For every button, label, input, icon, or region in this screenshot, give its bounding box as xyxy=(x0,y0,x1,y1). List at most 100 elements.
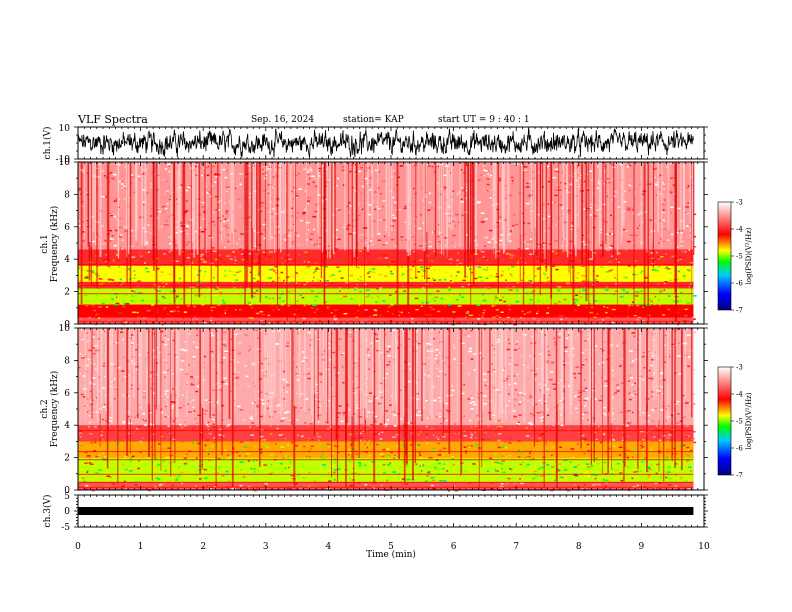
spectrogram-speckle xyxy=(603,165,607,168)
spectrogram-speckle xyxy=(457,305,462,307)
spectrogram-speckle xyxy=(516,289,519,292)
spectrogram-speckle xyxy=(253,364,255,366)
spectrogram-speckle xyxy=(307,261,310,263)
spectrogram-streak xyxy=(198,162,201,298)
spectrogram-speckle xyxy=(527,399,529,402)
spectrogram-speckle xyxy=(674,483,676,485)
spectrogram-speckle xyxy=(536,312,538,315)
spectrogram-speckle xyxy=(128,374,130,376)
spectrogram-speckle xyxy=(614,234,616,236)
spectrogram-speckle xyxy=(634,397,636,399)
spectrogram-speckle xyxy=(216,403,219,406)
spectrogram-streak xyxy=(97,162,98,287)
spectrogram-speckle xyxy=(310,290,314,292)
spectrogram-speckle xyxy=(225,169,228,171)
spectrogram-speckle xyxy=(175,286,178,289)
spectrogram-speckle xyxy=(119,300,122,302)
spectrogram-speckle xyxy=(542,217,546,220)
spectrogram-speckle xyxy=(387,455,389,458)
spectrogram-speckle xyxy=(262,403,266,405)
spectrogram-speckle xyxy=(593,317,597,320)
spectrogram-speckle xyxy=(371,285,375,288)
spectrogram-speckle xyxy=(271,268,274,271)
spectrogram-speckle xyxy=(551,259,556,262)
spectrogram-speckle xyxy=(575,467,577,470)
spectrogram-speckle xyxy=(688,285,690,288)
spectrogram-speckle xyxy=(122,281,124,284)
spectrogram-speckle xyxy=(439,228,442,230)
spectrogram-speckle xyxy=(215,372,218,374)
spectrogram-speckle xyxy=(362,185,365,188)
spectrogram-speckle xyxy=(269,419,273,421)
spectrogram-speckle xyxy=(547,279,551,282)
spectrogram-speckle xyxy=(157,300,160,303)
spectrogram-speckle xyxy=(240,233,244,235)
spectrogram-speckle xyxy=(238,342,241,345)
spectrogram-speckle xyxy=(605,311,608,314)
spectrogram-speckle xyxy=(152,332,155,335)
spectrogram-speckle xyxy=(262,173,264,175)
spectrogram-speckle xyxy=(139,179,141,181)
spectrogram-speckle xyxy=(371,296,373,299)
ch1-waveform-ticks xyxy=(74,126,708,160)
spectrogram-speckle xyxy=(146,168,150,170)
spectrogram-speckle xyxy=(401,444,405,447)
spectrogram-speckle xyxy=(358,170,362,173)
spectrogram-speckle xyxy=(666,471,671,473)
spectrogram-speckle xyxy=(639,430,644,433)
spectrogram-speckle xyxy=(465,189,468,192)
spectrogram-speckle xyxy=(555,246,558,248)
spectrogram-speckle xyxy=(497,216,502,219)
spectrogram-speckle xyxy=(334,248,339,250)
spectrogram-speckle xyxy=(143,259,147,262)
spectrogram-speckle xyxy=(422,463,425,466)
spectrogram-speckle xyxy=(204,314,207,316)
spectrogram-speckle xyxy=(383,162,387,165)
spectrogram-speckle xyxy=(175,198,178,200)
spectrogram-speckle xyxy=(588,280,593,283)
spectrogram-streak xyxy=(276,162,279,318)
spectrogram-speckle xyxy=(693,213,697,216)
spectrogram-speckle xyxy=(466,276,468,278)
spectrogram-speckle xyxy=(123,303,126,305)
spectrogram-speckle xyxy=(630,185,634,188)
spectrogram-speckle xyxy=(604,295,607,298)
spectrogram-speckle xyxy=(368,440,371,442)
spectrogram-speckle xyxy=(92,347,95,349)
spectrogram-speckle xyxy=(397,176,400,178)
spectrogram-speckle xyxy=(386,310,389,313)
spectrogram-speckle xyxy=(203,444,206,446)
spectrogram-speckle xyxy=(368,189,370,192)
spectrogram-band xyxy=(78,265,694,282)
ch1-waveform-trace xyxy=(78,127,694,158)
spectrogram-speckle xyxy=(242,183,245,186)
spectrogram-speckle xyxy=(685,425,689,427)
spectrogram-speckle xyxy=(257,391,259,393)
spectrogram-speckle xyxy=(456,193,459,195)
spectrogram-speckle xyxy=(468,349,471,352)
spectrogram-speckle xyxy=(661,386,663,389)
spectrogram-speckle xyxy=(660,240,665,243)
spectrogram-speckle xyxy=(554,189,557,191)
spectrogram-speckle xyxy=(85,270,88,272)
spectrogram-speckle xyxy=(618,252,621,255)
spectrogram-tone-line xyxy=(78,293,694,295)
spectrogram-speckle xyxy=(592,484,595,486)
spectrogram-speckle xyxy=(562,401,565,403)
spectrogram-speckle xyxy=(418,452,421,454)
spectrogram-speckle xyxy=(412,250,416,253)
spectrogram-speckle xyxy=(615,384,619,386)
spectrogram-speckle xyxy=(305,359,308,361)
spectrogram-speckle xyxy=(523,255,526,258)
spectrogram-speckle xyxy=(440,297,443,300)
spectrogram-speckle xyxy=(149,186,153,188)
spectrogram-speckle xyxy=(239,449,243,451)
spectrogram-speckle xyxy=(643,284,648,286)
spectrogram-speckle xyxy=(360,167,363,169)
spectrogram-speckle xyxy=(512,182,514,184)
spectrogram-speckle xyxy=(596,275,599,277)
spectrogram-speckle xyxy=(644,277,648,279)
spectrogram-speckle xyxy=(547,180,551,183)
spectrogram-streak xyxy=(252,162,255,229)
spectrogram-speckle xyxy=(215,175,219,178)
